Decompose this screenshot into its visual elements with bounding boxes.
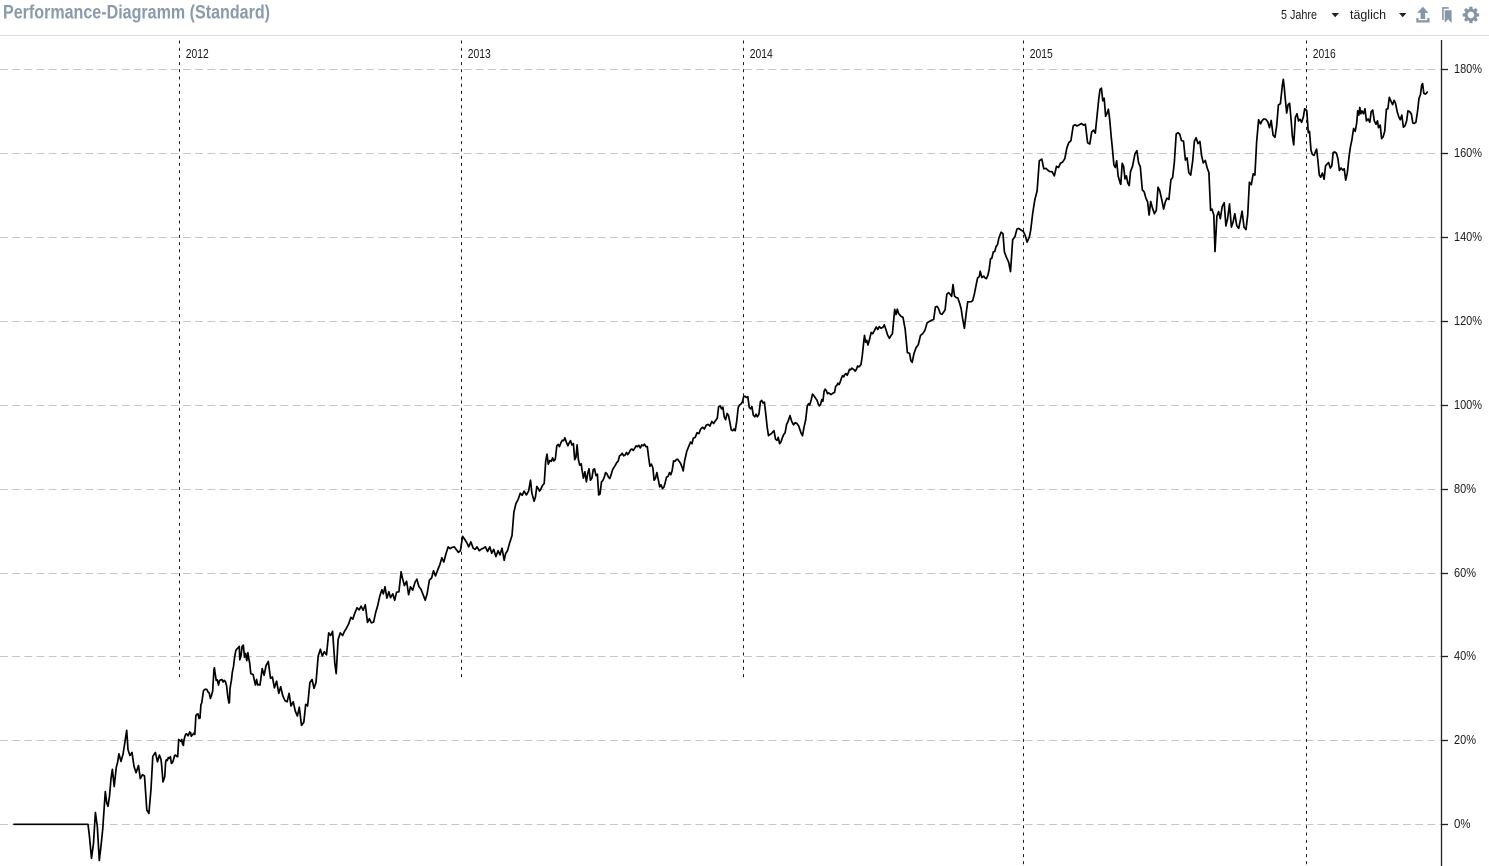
svg-text:0%: 0%	[1454, 817, 1471, 831]
svg-text:2014: 2014	[750, 47, 773, 61]
svg-text:20%: 20%	[1454, 733, 1476, 747]
svg-text:täglich: täglich	[1350, 8, 1386, 22]
svg-text:160%: 160%	[1454, 146, 1482, 160]
svg-text:5 Jahre: 5 Jahre	[1281, 8, 1317, 22]
svg-text:100%: 100%	[1454, 398, 1482, 412]
svg-text:60%: 60%	[1454, 566, 1476, 580]
svg-text:Performance-Diagramm (Standard: Performance-Diagramm (Standard)	[3, 3, 270, 24]
svg-text:40%: 40%	[1454, 649, 1476, 663]
svg-text:2013: 2013	[468, 47, 491, 61]
svg-text:80%: 80%	[1454, 482, 1476, 496]
svg-text:2015: 2015	[1030, 47, 1053, 61]
svg-text:180%: 180%	[1454, 62, 1482, 76]
svg-text:120%: 120%	[1454, 314, 1482, 328]
svg-text:2016: 2016	[1313, 47, 1336, 61]
svg-text:140%: 140%	[1454, 230, 1482, 244]
svg-text:2012: 2012	[186, 47, 209, 61]
